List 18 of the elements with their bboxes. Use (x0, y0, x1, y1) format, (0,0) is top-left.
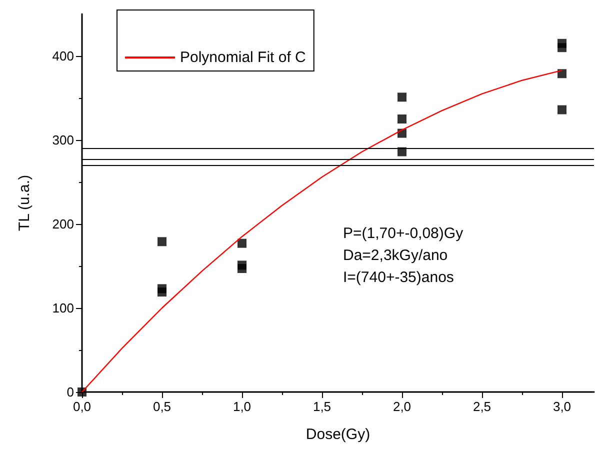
annotation: Da=2,3kGy/ano (343, 247, 448, 264)
x-tick-label: 1,5 (312, 399, 332, 414)
annotation: I=(740+-35)anos (343, 269, 454, 286)
y-tick-label: 0 (66, 384, 74, 400)
x-tick-label: 0,5 (152, 399, 172, 414)
y-tick-label: 200 (52, 216, 74, 232)
y-axis-title: TL (u.a.) (16, 174, 33, 232)
x-tick-label: 0,0 (72, 399, 92, 414)
y-tick-label: 400 (52, 48, 74, 64)
x-axis-title: Dose(Gy) (306, 426, 370, 443)
y-tick-label: 100 (52, 300, 74, 316)
y-tick-label: 300 (52, 132, 74, 148)
x-tick-label: 1,0 (232, 399, 252, 414)
annotation: P=(1,70+-0,08)Gy (343, 225, 464, 242)
legend-label: Polynomial Fit of C (180, 49, 306, 66)
x-tick-label: 2,0 (392, 399, 412, 414)
x-tick-label: 3,0 (552, 399, 572, 414)
x-tick-label: 2,5 (472, 399, 492, 414)
